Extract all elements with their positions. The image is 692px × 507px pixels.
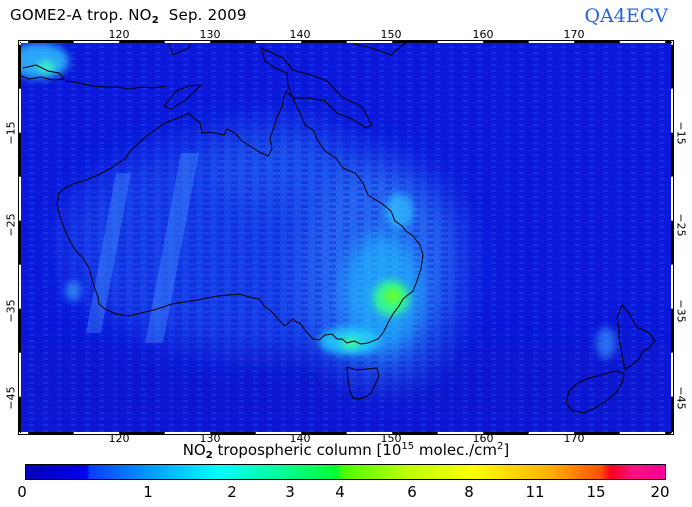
colorbar-tick-label: 15: [586, 483, 606, 501]
cb-title-mid: tropospheric column [10: [212, 441, 402, 459]
orbit-stripes: [86, 153, 199, 343]
coastline-timor: [163, 84, 203, 110]
x-tick-label: 120: [108, 28, 130, 41]
cb-title-unit: molec./cm: [414, 441, 498, 459]
no2-map: [21, 43, 671, 432]
x-tick-label: 130: [199, 28, 221, 41]
coastline-island-east: [350, 43, 407, 56]
x-tick-label: 150: [380, 28, 402, 41]
cb-title-unit-exp: 2: [497, 441, 504, 452]
colorbar-tick-label: 8: [464, 483, 474, 501]
colorbar-tick-label: 1: [143, 483, 153, 501]
colorbar-tick-label: 20: [650, 483, 670, 501]
cb-title-no: NO: [182, 441, 206, 459]
y-tick-label: −25: [674, 213, 688, 237]
cb-title-sub: 2: [205, 450, 213, 461]
cb-title-end: ]: [503, 441, 510, 459]
coastline-australia: [56, 90, 424, 345]
title-subscript: 2: [151, 15, 159, 26]
colorbar-tick-label: 2: [227, 483, 237, 501]
coastline-nz-north: [616, 304, 656, 370]
y-tick-label: −35: [674, 299, 688, 323]
x-tick-label: 130: [199, 432, 221, 445]
y-tick-label: −35: [4, 299, 18, 323]
coastline-java: [21, 64, 65, 81]
title-text: GOME2-A trop. NO: [10, 6, 152, 24]
colorbar-tick-label: 3: [285, 483, 295, 501]
coastline-lesser-sunda: [65, 80, 167, 90]
title-date: Sep. 2009: [168, 6, 247, 24]
x-tick-label: 160: [472, 432, 494, 445]
coastlines: [21, 43, 656, 414]
coastline-nz-south: [565, 370, 625, 414]
y-tick-label: −15: [674, 121, 688, 145]
x-tick-label: 120: [108, 432, 130, 445]
no2-hotspots: [21, 43, 616, 359]
map-frame: [18, 40, 674, 435]
x-tick-label: 140: [289, 432, 311, 445]
coastline-sulawesi: [168, 43, 192, 56]
map-title: GOME2-A trop. NO2 Sep. 2009: [10, 6, 247, 26]
x-tick-label: 170: [563, 28, 585, 41]
x-tick-label: 140: [289, 28, 311, 41]
colorbar-tick-label: 4: [335, 483, 345, 501]
cb-title-exp: 15: [401, 441, 415, 452]
y-tick-label: −15: [4, 121, 18, 145]
x-tick-label: 160: [472, 28, 494, 41]
colorbar-tick-label: 11: [525, 483, 545, 501]
colorbar-tick-label: 6: [407, 483, 417, 501]
colorbar-title: NO2 tropospheric column [1015 molec./cm2…: [0, 441, 692, 461]
y-tick-label: −45: [4, 386, 18, 410]
coastline-new-guinea: [260, 47, 373, 129]
coastline-tasmania: [346, 366, 380, 400]
map-canvas: [21, 43, 671, 432]
y-tick-label: −45: [674, 386, 688, 410]
y-tick-label: −25: [4, 213, 18, 237]
brand-label: QA4ECV: [584, 5, 668, 27]
colorbar-tick-label: 0: [17, 483, 27, 501]
colorbar: [25, 464, 666, 480]
x-tick-label: 170: [563, 432, 585, 445]
x-tick-label: 150: [380, 432, 402, 445]
